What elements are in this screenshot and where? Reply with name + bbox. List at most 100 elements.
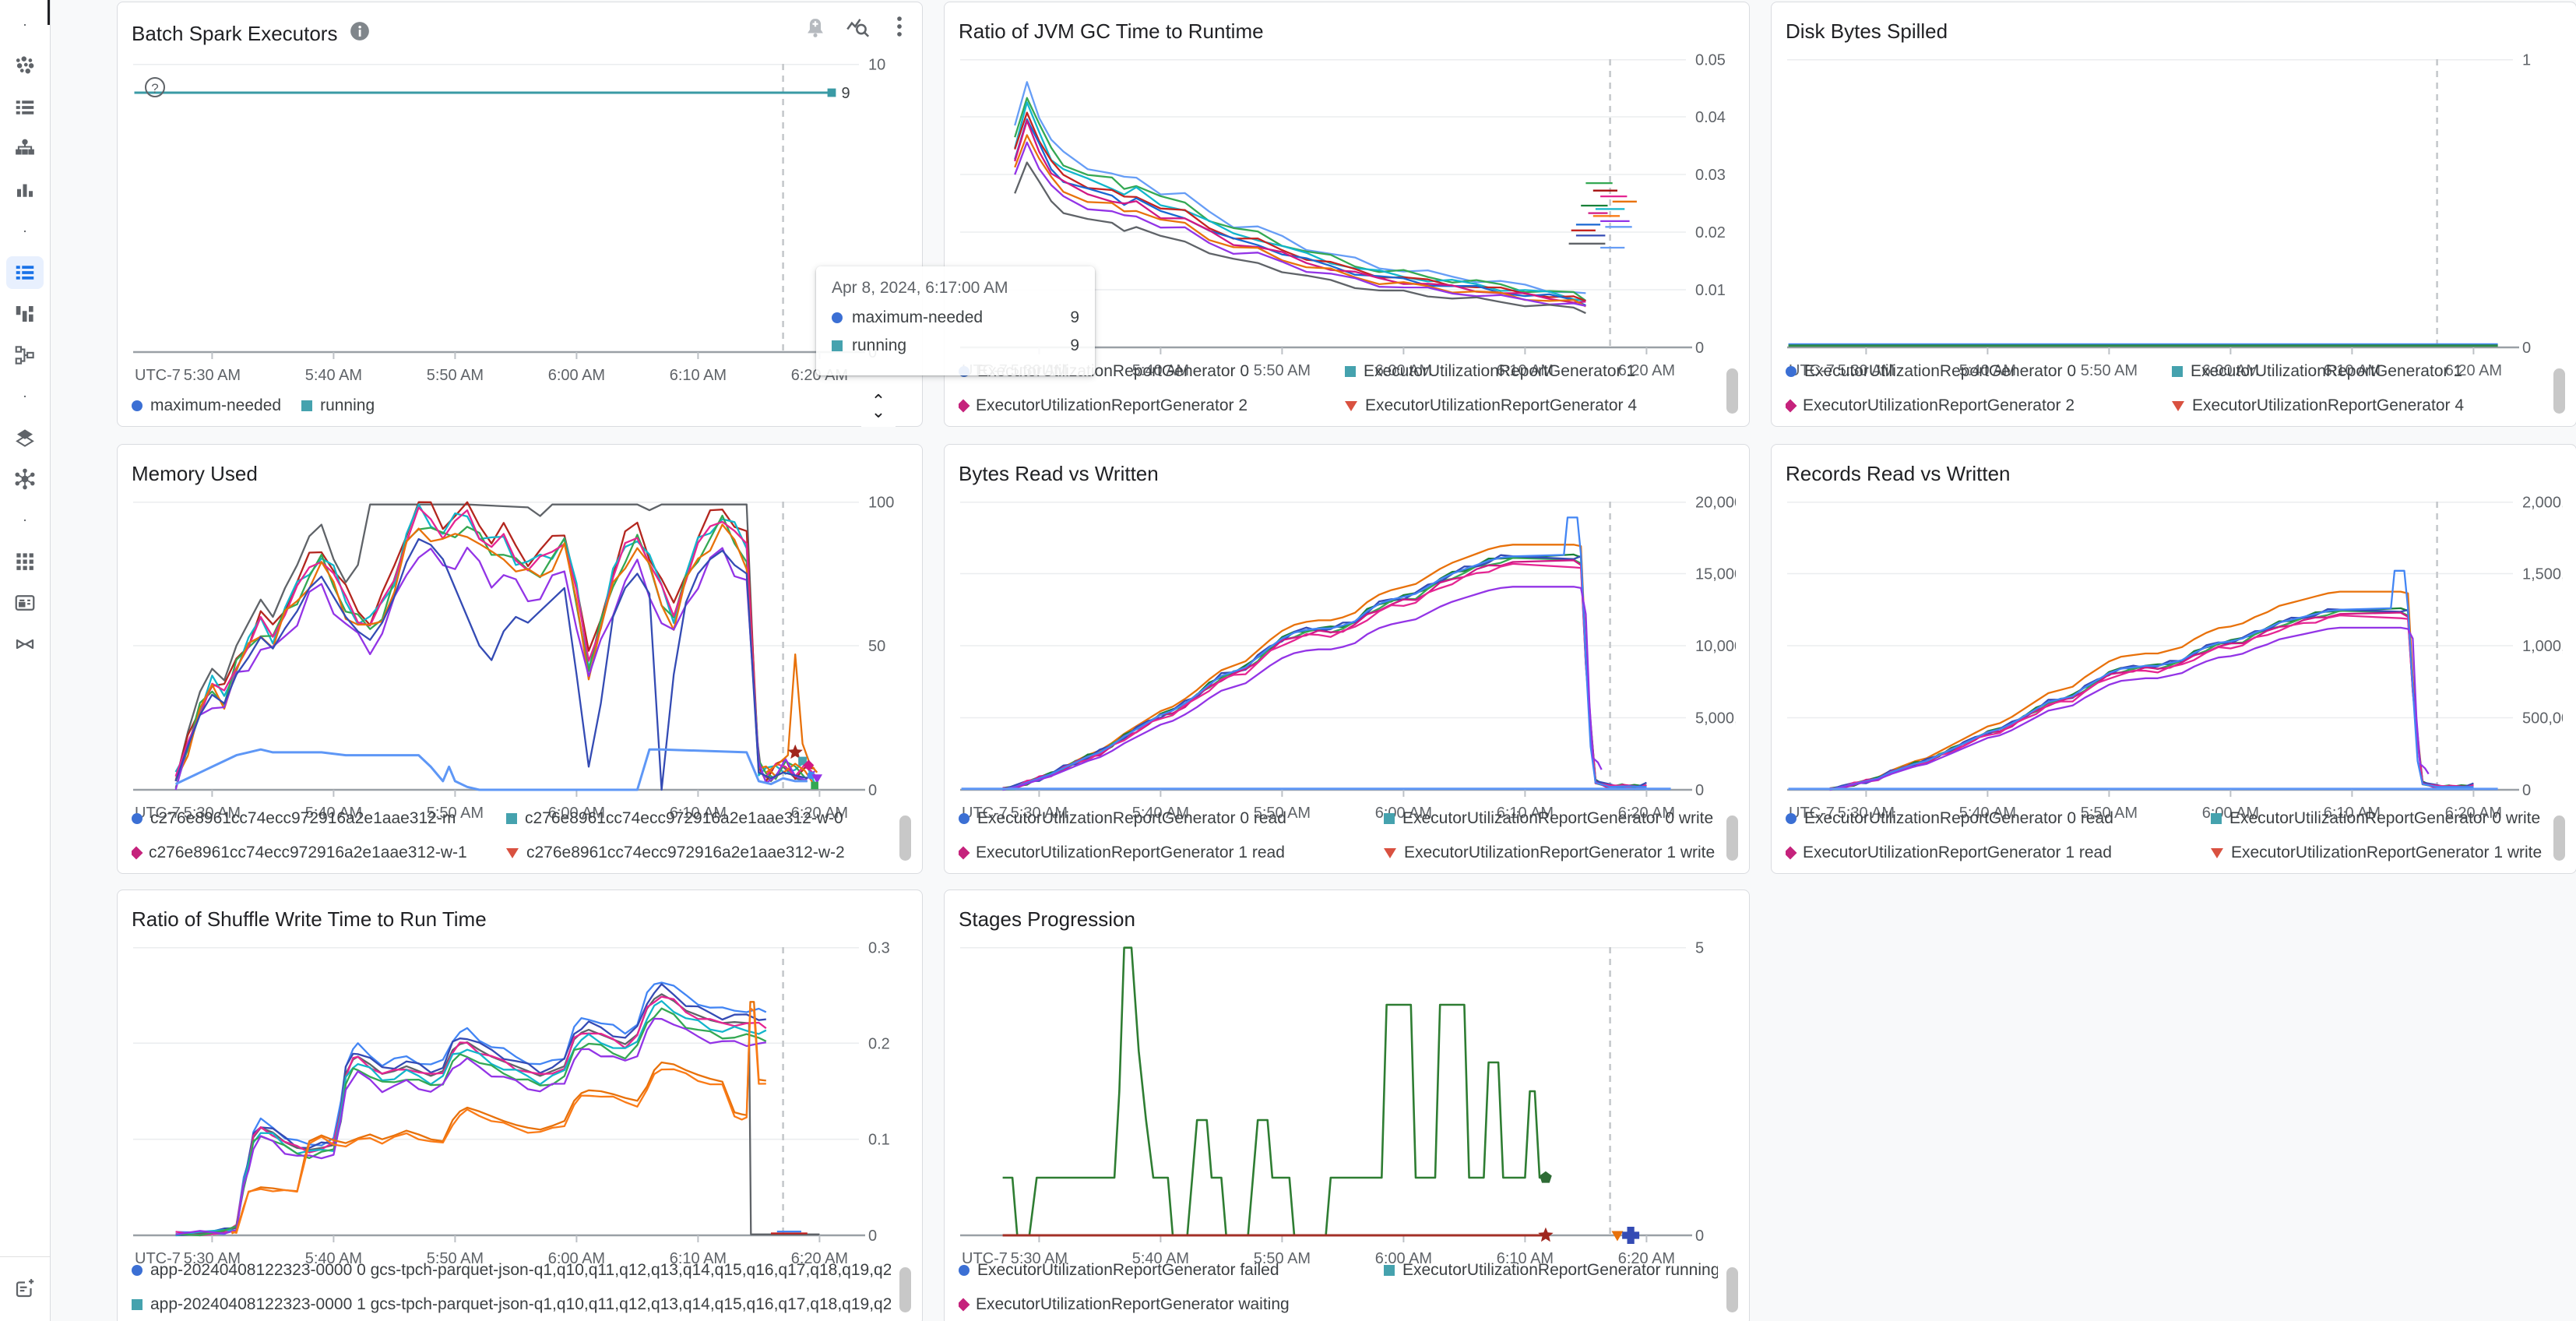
svg-text:UTC-7: UTC-7 [135, 805, 181, 822]
chart-bytes-read-vs-written[interactable]: 20,000,000,000 15,000,000,000 10,000,000,0… [954, 488, 1736, 840]
legend-item[interactable]: ExecutorUtilizationReportGenerator 1 rea… [959, 844, 1364, 862]
panel-title: Records Read vs Written [1786, 462, 2011, 485]
svg-text:0: 0 [2522, 340, 2531, 357]
series-marker-icon [832, 312, 843, 323]
sidebar-item-7 columns-icon[interactable] [6, 298, 44, 330]
svg-text:6:20 AM: 6:20 AM [2445, 362, 2502, 379]
alert-bell-icon[interactable] [802, 13, 829, 44]
tooltip-timestamp: Apr 8, 2024, 6:17:00 AM [832, 279, 1008, 297]
series-square-marker-icon [132, 1299, 143, 1310]
panel-title: Stages Progression [959, 907, 1135, 931]
legend-item[interactable]: ExecutorUtilizationReportGenerator 1 wri… [2211, 844, 2545, 862]
chart-memory-used[interactable]: 100 50 0 5:30 AM 5:40 AM 5:50 AM 6:00 AM 6:10 A… [127, 488, 909, 840]
legend-scrollbar-thumb[interactable] [2553, 815, 2565, 861]
legend-label: ExecutorUtilizationReportGenerator 1 wri… [2231, 844, 2543, 861]
svg-text:UTC-7: UTC-7 [962, 805, 1008, 822]
sidebar-item-14 dashboard-card-icon[interactable] [6, 587, 44, 619]
legend-item[interactable]: ExecutorUtilizationReportGenerator waiti… [959, 1295, 1364, 1314]
legend-label: ExecutorUtilizationReportGenerator 0 [1804, 362, 2077, 380]
legend-expand-control[interactable]: ⌃ ⌄ [861, 386, 896, 427]
series-triangle-marker-icon [2172, 400, 2184, 411]
legend-scrollbar-thumb[interactable] [1726, 815, 1738, 861]
series-square-marker-icon [1384, 813, 1395, 824]
legend-scrollbar-thumb[interactable] [899, 1267, 911, 1312]
legend-item[interactable]: ExecutorUtilizationReportGenerator 0 rea… [1786, 809, 2191, 828]
legend-label: ExecutorUtilizationReportGenerator 4 [1365, 396, 1638, 414]
info-icon[interactable] [348, 19, 371, 48]
svg-text:5:50 AM: 5:50 AM [1254, 1250, 1311, 1267]
sidebar-item-5 dot-icon[interactable] [6, 215, 44, 248]
svg-text:0: 0 [1695, 340, 1704, 357]
panel-title: Memory Used [132, 462, 258, 485]
legend-item[interactable]: ExecutorUtilizationReportGenerator 0 wri… [2211, 809, 2545, 828]
legend-item[interactable]: maximum-needed [132, 396, 281, 415]
sidebar-scrollbar-thumb[interactable] [48, 0, 50, 25]
panel-bytes-read-vs-written: Bytes Read vs Written 20,000,000,000 15,00… [944, 444, 1750, 874]
legend-item[interactable]: ExecutorUtilizationReportGenerator 1 rea… [1786, 844, 2191, 862]
legend-item[interactable]: c276e8961cc74ecc972916a2e1aae312-w-0 [506, 809, 891, 828]
svg-text:10: 10 [868, 57, 885, 74]
svg-text:6:10 AM: 6:10 AM [1497, 1250, 1554, 1267]
legend-scrollbar-thumb[interactable] [1726, 368, 1738, 414]
chart-ratio-of-shuffle-write-time-to-run-time[interactable]: 0.3 0.2 0.1 0 5:30 AM 5:40 AM 5:50 AM 6:00 AM 6:… [127, 933, 909, 1285]
legend-item[interactable]: ExecutorUtilizationReportGenerator 0 [1786, 362, 2152, 381]
sidebar-item-13 apps-icon[interactable] [6, 545, 44, 578]
legend-item[interactable]: ExecutorUtilizationReportGenerator 0 rea… [959, 809, 1364, 828]
chart-stages-progression[interactable]: 5 0 5:30 AM 5:40 AM 5:50 AM 6:00 AM 6:10 AM 6:2… [954, 933, 1736, 1285]
sidebar-item-4 bar-chart-icon[interactable] [6, 174, 44, 206]
sidebar-item-11 hub-icon[interactable] [6, 463, 44, 495]
left-icon-sidebar [0, 0, 51, 1321]
svg-text:6:20 AM: 6:20 AM [1618, 1250, 1675, 1267]
legend-item[interactable]: c276e8961cc74ecc972916a2e1aae312-m [132, 809, 486, 828]
sidebar-item-feedback compose-icon[interactable] [6, 1272, 44, 1305]
legend-label: app-20240408122323-0000 0 gcs-tpch-parqu… [150, 1261, 891, 1279]
legend-item[interactable]: app-20240408122323-0000 0 gcs-tpch-parqu… [132, 1261, 891, 1280]
series-triangle-marker-icon [1345, 400, 1357, 411]
legend-item[interactable]: ExecutorUtilizationReportGenerator 4 [2172, 396, 2545, 415]
legend-scrollbar-thumb[interactable] [1726, 1267, 1738, 1312]
legend-item[interactable]: ExecutorUtilizationReportGenerator faile… [959, 1261, 1364, 1280]
legend-scrollbar-thumb[interactable] [2553, 368, 2565, 414]
svg-text:5:50 AM: 5:50 AM [1254, 362, 1311, 379]
chart-disk-bytes-spilled[interactable]: 1 0 5:30 AM 5:40 AM 5:50 AM 6:00 AM 6:10 AM 6:2… [1781, 45, 2563, 397]
svg-text:0.03: 0.03 [1695, 167, 1726, 184]
legend-label: ExecutorUtilizationReportGenerator 2 [1803, 396, 2075, 414]
sidebar-item-9 dot-icon[interactable] [6, 380, 44, 413]
sidebar-item-12 dot-icon[interactable] [6, 504, 44, 537]
svg-text:5:40 AM: 5:40 AM [305, 367, 362, 384]
legend-item[interactable]: ExecutorUtilizationReportGenerator 1 [2172, 362, 2545, 381]
chart-records-read-vs-written[interactable]: 2,000,000,000 1,500,000,000 1,000,000,000 5… [1781, 488, 2563, 840]
svg-text:1: 1 [2522, 52, 2531, 69]
legend-item[interactable]: app-20240408122323-0000 1 gcs-tpch-parqu… [132, 1295, 891, 1314]
legend-item[interactable]: running [301, 396, 375, 415]
sidebar-item-10 layers-icon[interactable] [6, 421, 44, 454]
series-circle-marker-icon [1786, 813, 1797, 824]
legend-item[interactable]: c276e8961cc74ecc972916a2e1aae312-w-2 [506, 844, 891, 862]
svg-text:0.2: 0.2 [868, 1035, 890, 1052]
legend-item[interactable]: ExecutorUtilizationReportGenerator 2 [1786, 396, 2152, 415]
legend-item[interactable]: ExecutorUtilizationReportGenerator 1 [1345, 362, 1718, 381]
legend-item[interactable]: ExecutorUtilizationReportGenerator 4 [1345, 396, 1718, 415]
legend-item[interactable]: ExecutorUtilizationReportGenerator 2 [959, 396, 1325, 415]
help-icon[interactable]: ? [145, 77, 165, 97]
sidebar-item-2 list-icon[interactable] [6, 91, 44, 124]
sidebar-item-8 flow-icon[interactable] [6, 339, 44, 372]
svg-text:5:30 AM: 5:30 AM [1011, 805, 1068, 822]
chevron-down-icon: ⌄ [871, 402, 886, 421]
sidebar-item-3 tree-icon[interactable] [6, 132, 44, 165]
legend-scrollbar-thumb[interactable] [899, 815, 911, 861]
legend-item[interactable]: ExecutorUtilizationReportGenerator 1 wri… [1384, 844, 1718, 862]
sidebar-item-15 bowtie-icon[interactable] [6, 628, 44, 660]
legend-item[interactable]: c276e8961cc74ecc972916a2e1aae312-w-1 [132, 844, 486, 862]
svg-text:UTC-7: UTC-7 [1789, 805, 1835, 822]
explore-chart-icon[interactable] [844, 13, 871, 44]
series-circle-marker-icon [132, 1265, 143, 1276]
sidebar-item-0 dot-icon[interactable] [6, 9, 44, 41]
sidebar-item-6 list-icon[interactable] [6, 256, 44, 289]
kebab-icon[interactable] [886, 13, 913, 44]
legend-item[interactable]: ExecutorUtilizationReportGenerator runni… [1384, 1261, 1718, 1280]
legend-item[interactable]: ExecutorUtilizationReportGenerator 0 wri… [1384, 809, 1718, 828]
sidebar-item-1 scatter-icon[interactable] [6, 50, 44, 83]
svg-text:20,000,000,000: 20,000,000,000 [1695, 495, 1736, 512]
